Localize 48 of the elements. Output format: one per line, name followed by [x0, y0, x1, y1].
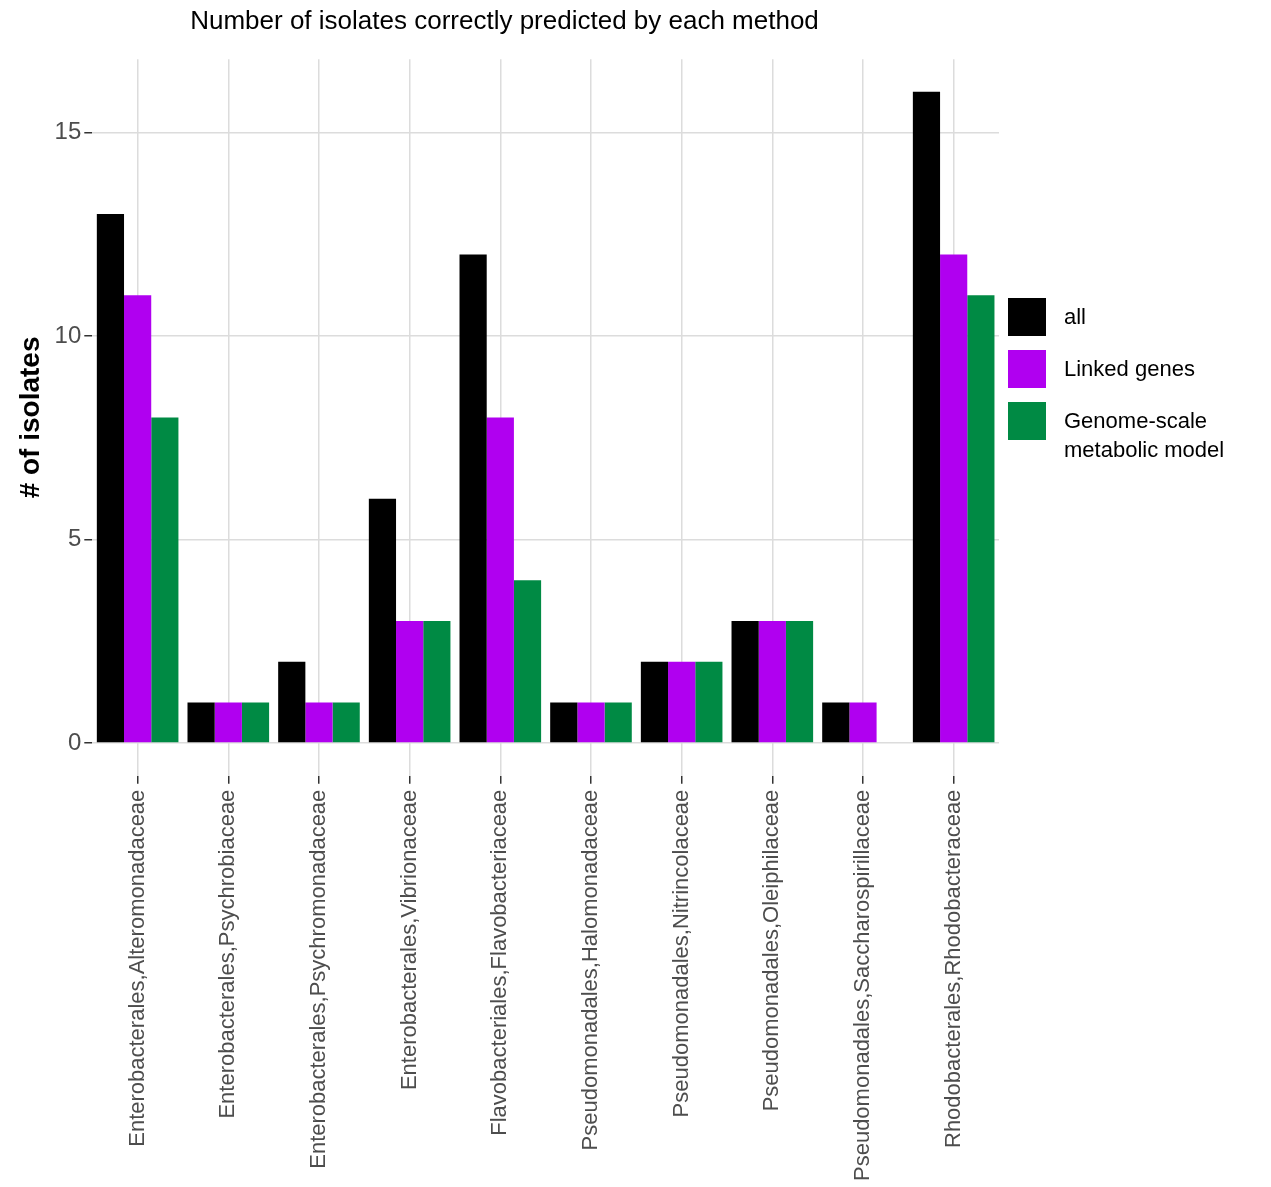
bar	[640, 661, 669, 743]
bar	[785, 620, 814, 743]
bar	[396, 620, 424, 743]
bar	[187, 702, 215, 743]
x-tick-label: Enterobacterales,Psychromonadaceae	[305, 789, 331, 1169]
bar	[423, 620, 451, 743]
bar	[822, 702, 850, 743]
bar	[604, 702, 632, 743]
bar	[758, 620, 786, 743]
bar	[368, 498, 397, 743]
bar	[550, 702, 578, 743]
bar	[577, 702, 605, 743]
bar	[912, 91, 941, 743]
x-tick-label: Pseudomonadales,Saccharospirillaceae	[849, 789, 875, 1182]
y-tick-label: 15	[54, 117, 82, 145]
bar	[332, 702, 360, 743]
x-tick-label: Enterobacterales,Vibrionaceae	[395, 789, 421, 1091]
bar	[96, 213, 125, 743]
x-tick-label: Pseudomonadales,Oleiphilaceae	[758, 789, 784, 1112]
y-tick-label: 10	[54, 320, 82, 348]
bar	[214, 702, 242, 743]
x-tick-label: Pseudomonadales,Halomonadaceae	[577, 789, 603, 1151]
y-tick-label: 0	[67, 727, 82, 755]
bar	[486, 417, 514, 743]
legend-label: all	[1064, 303, 1087, 331]
bar	[731, 620, 759, 743]
legend-label: Linked genes	[1064, 355, 1196, 383]
bar	[940, 254, 968, 743]
x-tick-label: Enterobacterales,Alteromonadaceae	[123, 789, 149, 1147]
legend-label: Genome-scale metabolic model	[1064, 407, 1226, 464]
bar	[967, 295, 995, 743]
bar	[241, 702, 270, 743]
bar	[151, 417, 179, 743]
y-tick-label: 5	[67, 524, 82, 552]
chart-title: Number of isolates correctly predicted by each method	[190, 4, 819, 35]
x-tick-label: Rhodobacterales,Rhodobacteraceae	[939, 789, 965, 1149]
x-tick-label: Enterobacterales,Psychrobiaceae	[214, 789, 240, 1119]
x-tick-label: Pseudomonadales,Nitrincolaceae	[667, 789, 693, 1118]
y-axis-title: # of isolates	[13, 336, 45, 499]
bar	[305, 702, 333, 743]
bar	[668, 661, 696, 743]
bar	[513, 580, 542, 743]
bar	[695, 661, 723, 743]
bar	[124, 295, 152, 743]
bar	[459, 254, 487, 743]
bar	[849, 702, 877, 743]
x-tick-label: Flavobacteriales,Flavobacteriaceae	[486, 789, 512, 1136]
bar	[278, 661, 306, 743]
